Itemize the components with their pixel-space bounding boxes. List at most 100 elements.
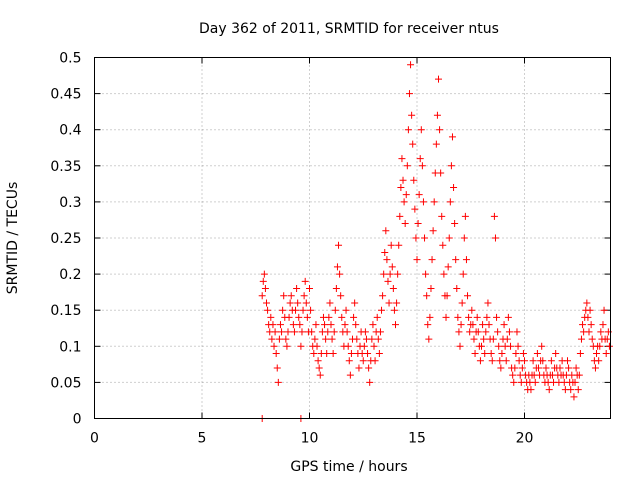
- data-point: [316, 371, 324, 379]
- data-point: [307, 306, 315, 314]
- data-point: [365, 364, 373, 372]
- data-point: [258, 292, 266, 300]
- x-axis-label: GPS time / hours: [290, 459, 407, 475]
- data-point: [490, 212, 498, 220]
- data-point: [443, 292, 451, 300]
- data-point: [487, 350, 495, 358]
- data-point: [471, 350, 479, 358]
- data-point: [488, 357, 496, 365]
- data-point: [336, 270, 344, 278]
- data-point: [296, 321, 304, 329]
- data-point: [574, 386, 582, 394]
- data-point: [600, 306, 608, 314]
- data-point: [556, 364, 564, 372]
- data-point: [529, 357, 537, 365]
- data-point: [481, 350, 489, 358]
- data-point: [284, 328, 292, 336]
- data-point: [496, 357, 504, 365]
- data-point: [521, 357, 528, 365]
- data-point: [500, 321, 508, 329]
- data-point: [425, 335, 433, 343]
- data-point: [413, 256, 421, 264]
- data-point: [587, 321, 595, 329]
- data-point: [368, 335, 376, 343]
- data-point: [299, 306, 307, 314]
- data-point: [484, 299, 492, 307]
- data-point: [460, 234, 468, 242]
- data-point: [301, 277, 309, 285]
- data-point: [347, 350, 355, 358]
- data-point: [459, 270, 467, 278]
- data-point: [545, 386, 553, 394]
- data-point: [393, 299, 401, 307]
- data-point: [306, 285, 313, 293]
- data-point: [302, 299, 310, 307]
- data-point: [588, 335, 596, 343]
- data-point: [570, 393, 578, 401]
- x-tick-label: 15: [408, 431, 426, 447]
- data-point: [429, 227, 437, 235]
- y-tick-label: 0.3: [59, 195, 81, 211]
- data-point: [416, 155, 424, 163]
- data-point: [444, 263, 452, 271]
- data-point: [385, 299, 393, 307]
- plot-frame: [94, 57, 611, 419]
- data-point: [286, 299, 294, 307]
- data-point: [338, 313, 346, 321]
- data-point: [353, 335, 361, 343]
- data-point: [399, 176, 407, 184]
- data-point: [599, 321, 607, 329]
- data-point: [361, 328, 369, 336]
- data-point: [504, 313, 512, 321]
- data-point: [369, 321, 377, 329]
- data-point: [405, 90, 413, 98]
- data-point: [403, 162, 411, 170]
- data-point: [390, 306, 398, 314]
- data-point: [398, 155, 406, 163]
- data-point: [410, 176, 418, 184]
- data-point: [327, 321, 335, 329]
- data-point: [458, 299, 466, 307]
- gridlines: [94, 57, 611, 419]
- data-point: [313, 342, 321, 350]
- data-point: [342, 306, 350, 314]
- data-point: [469, 321, 477, 329]
- data-point: [595, 357, 603, 365]
- data-point: [381, 248, 389, 256]
- data-point: [502, 357, 510, 365]
- data-point: [603, 335, 611, 343]
- data-point: [407, 61, 415, 69]
- data-point: [432, 140, 440, 148]
- data-point: [538, 342, 546, 350]
- data-point: [438, 212, 446, 220]
- y-tick-label: 0.2: [59, 267, 81, 283]
- data-point: [419, 198, 427, 206]
- data-point: [423, 292, 431, 300]
- data-point: [591, 364, 599, 372]
- data-point: [547, 357, 555, 365]
- x-tick-label: 20: [516, 431, 534, 447]
- data-point: [495, 342, 503, 350]
- data-point: [366, 378, 374, 386]
- data-point: [440, 270, 448, 278]
- data-point: [415, 191, 423, 199]
- data-point: [295, 313, 303, 321]
- data-point: [474, 328, 482, 336]
- data-point: [417, 126, 425, 134]
- data-point: [360, 342, 368, 350]
- data-point: [596, 342, 604, 350]
- data-point: [283, 342, 291, 350]
- data-point: [314, 357, 322, 365]
- data-point: [404, 126, 412, 134]
- data-point: [454, 313, 462, 321]
- data-point: [384, 277, 392, 285]
- data-point: [333, 263, 341, 271]
- data-point: [572, 364, 580, 372]
- y-tick-label: 0.05: [50, 375, 81, 391]
- data-point: [400, 198, 408, 206]
- data-point: [455, 328, 463, 336]
- data-point: [483, 313, 491, 321]
- data-point: [493, 313, 501, 321]
- data-point: [518, 364, 526, 372]
- data-point: [478, 342, 485, 350]
